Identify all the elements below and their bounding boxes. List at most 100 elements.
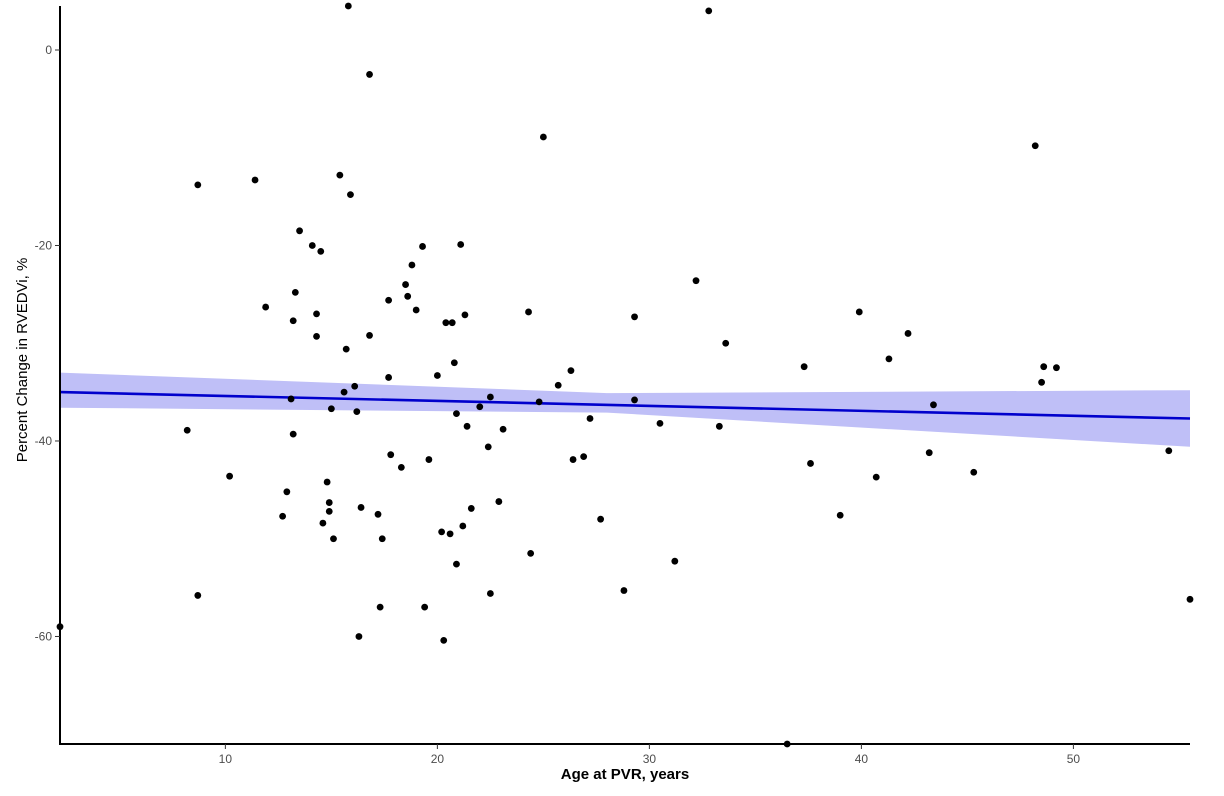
data-point	[1038, 378, 1045, 386]
data-point	[425, 456, 433, 463]
data-point	[317, 247, 325, 255]
data-point	[289, 430, 297, 438]
data-point	[408, 261, 416, 269]
data-point	[327, 405, 335, 413]
data-point	[376, 603, 384, 611]
data-points-layer	[56, 2, 1194, 748]
data-point	[340, 388, 348, 396]
data-point	[262, 303, 270, 311]
data-point	[412, 306, 420, 314]
data-point	[313, 332, 320, 340]
data-point	[438, 528, 446, 536]
data-point	[450, 359, 458, 367]
data-point	[580, 453, 588, 461]
x-axis-title: Age at PVR, years	[561, 766, 689, 783]
data-point	[397, 463, 405, 471]
data-point	[1031, 142, 1039, 150]
x-tick-label: 40	[855, 752, 869, 766]
data-point	[194, 592, 202, 599]
data-point	[705, 7, 713, 15]
x-tick-label: 30	[643, 752, 657, 766]
data-point	[378, 535, 386, 543]
data-point	[330, 535, 337, 543]
y-tick-label: -40	[35, 434, 53, 448]
data-point	[925, 449, 933, 457]
data-point	[291, 289, 299, 296]
axes	[59, 6, 1190, 745]
data-point	[440, 636, 448, 644]
data-point	[597, 515, 605, 523]
data-point	[671, 557, 679, 565]
data-point	[499, 425, 507, 433]
data-point	[453, 410, 460, 418]
data-point	[1165, 447, 1173, 455]
data-point	[279, 512, 287, 520]
data-point	[446, 530, 454, 538]
data-point	[453, 560, 460, 568]
x-tick-label: 50	[1067, 752, 1081, 766]
data-point	[342, 345, 350, 353]
data-point	[930, 401, 937, 409]
data-point	[448, 319, 456, 327]
data-point	[586, 415, 594, 422]
data-point	[495, 498, 503, 505]
data-point	[527, 549, 535, 557]
data-point	[385, 296, 393, 304]
regression-line	[59, 390, 1191, 420]
data-point	[970, 468, 978, 476]
data-point	[620, 587, 628, 594]
data-point	[486, 590, 494, 597]
y-axis-title: Percent Change in RVEDVi, %	[14, 258, 31, 463]
data-point	[357, 504, 365, 511]
data-point	[296, 227, 303, 235]
data-point	[656, 419, 664, 427]
data-point	[855, 308, 863, 316]
data-point	[569, 456, 577, 463]
data-point	[463, 422, 471, 430]
confidence-band	[60, 372, 1190, 447]
data-point	[692, 277, 700, 285]
data-point	[226, 472, 234, 480]
data-point	[251, 176, 259, 184]
y-tick-label: -20	[35, 238, 53, 252]
data-point	[404, 292, 412, 300]
data-point	[287, 395, 295, 403]
data-point	[457, 241, 465, 248]
data-point	[885, 355, 893, 363]
data-point	[442, 319, 450, 327]
data-point	[872, 473, 880, 481]
data-point	[1186, 595, 1194, 603]
data-point	[525, 308, 532, 316]
data-point	[836, 511, 844, 519]
tick-layer: 10 20 30 40 50 0 -20 -40 -60	[35, 43, 1081, 766]
data-point	[539, 133, 547, 141]
data-point	[319, 519, 327, 527]
data-point	[535, 398, 543, 406]
data-point	[325, 499, 333, 506]
data-point	[308, 242, 316, 249]
data-point	[355, 633, 363, 640]
data-point	[402, 281, 409, 288]
data-point	[366, 71, 373, 78]
y-tick-label: -60	[35, 629, 53, 643]
data-point	[567, 367, 575, 375]
data-point	[476, 403, 484, 411]
data-point	[387, 451, 395, 459]
data-point	[283, 488, 291, 496]
data-point	[385, 374, 393, 381]
data-point	[353, 408, 361, 416]
data-point	[467, 505, 475, 512]
data-point	[807, 460, 814, 467]
data-point	[631, 313, 638, 321]
x-tick-label: 10	[219, 752, 233, 766]
y-tick-label: 0	[45, 43, 52, 57]
data-point	[1040, 363, 1048, 371]
data-point	[323, 478, 331, 486]
data-point	[419, 243, 426, 250]
data-point	[486, 393, 494, 401]
confidence-band-layer	[60, 372, 1190, 447]
data-point	[289, 317, 297, 325]
trend-line-layer	[59, 390, 1191, 420]
data-point	[722, 339, 730, 347]
